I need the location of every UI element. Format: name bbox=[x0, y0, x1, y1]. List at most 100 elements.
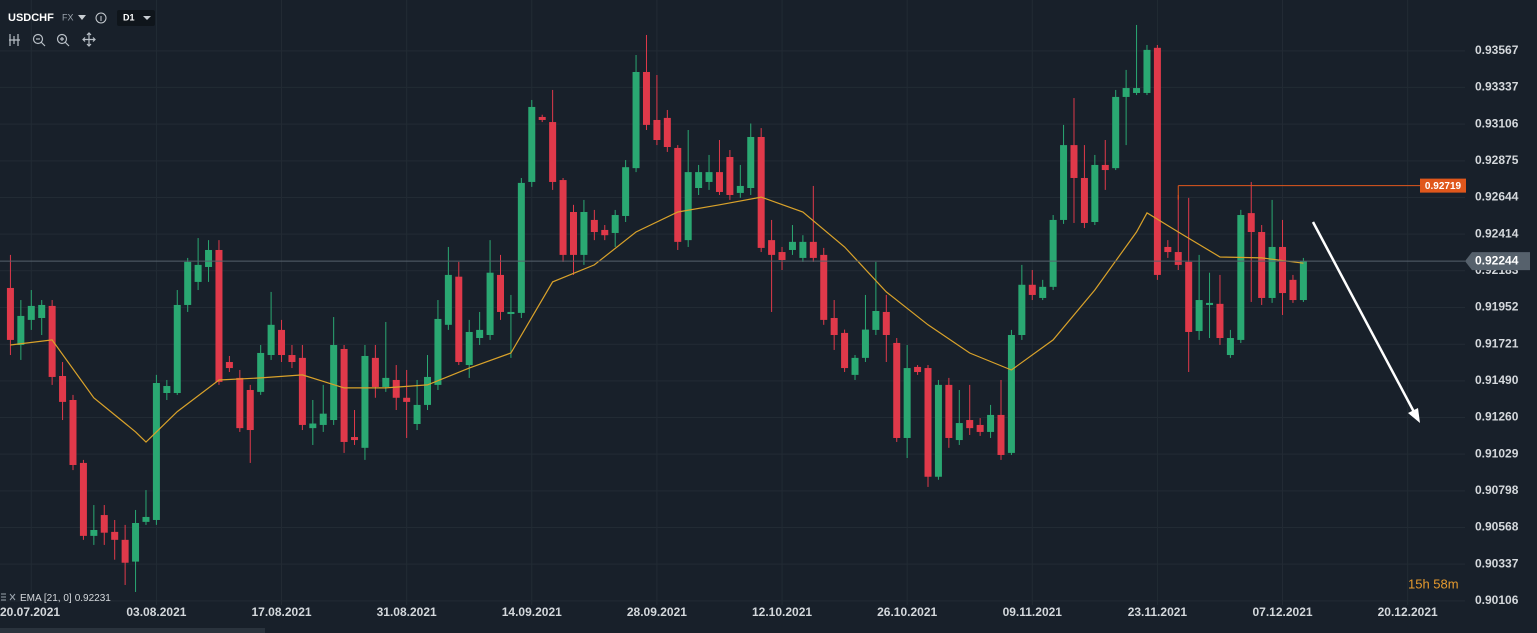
dropdown-icon[interactable] bbox=[78, 15, 86, 20]
candle-body bbox=[778, 252, 786, 260]
y-tick-label: 0.91721 bbox=[1475, 336, 1519, 350]
candle-body bbox=[809, 241, 817, 258]
candle-body bbox=[79, 462, 87, 536]
candle-body bbox=[705, 172, 713, 182]
candle-body bbox=[1195, 300, 1203, 332]
candle-body bbox=[476, 329, 484, 339]
candle-body bbox=[1039, 286, 1047, 298]
x-tick-label: 20.07.2021 bbox=[0, 605, 60, 619]
candle-body bbox=[1299, 261, 1307, 301]
candle-body bbox=[194, 264, 202, 282]
market: FX bbox=[62, 12, 74, 22]
scrollbar[interactable] bbox=[0, 628, 265, 633]
candle-body bbox=[403, 397, 411, 402]
candle-body bbox=[1018, 284, 1026, 335]
y-tick-label: 0.91260 bbox=[1475, 410, 1519, 424]
trend-arrow bbox=[1311, 221, 1416, 413]
candle-body bbox=[1007, 334, 1015, 453]
candle-body bbox=[757, 136, 765, 248]
candle-body bbox=[684, 172, 692, 241]
candle-body bbox=[538, 116, 546, 120]
candle-body bbox=[528, 106, 536, 182]
candle-body bbox=[622, 167, 630, 216]
candle-body bbox=[1237, 215, 1245, 340]
candle-body bbox=[934, 384, 942, 477]
candle-body bbox=[455, 276, 463, 363]
candle-body bbox=[569, 211, 577, 255]
dropdown-icon[interactable] bbox=[143, 16, 151, 20]
candle-body bbox=[830, 317, 838, 335]
candle-body bbox=[1070, 145, 1078, 178]
last-price-box bbox=[1465, 252, 1530, 271]
symbol[interactable]: USDCHF bbox=[8, 12, 54, 24]
x-tick-label: 14.09.2021 bbox=[502, 605, 562, 619]
candle-body bbox=[1289, 279, 1297, 301]
candle-body bbox=[872, 311, 880, 330]
candle-body bbox=[861, 329, 869, 358]
tool-icons[interactable] bbox=[9, 32, 96, 47]
candle-body bbox=[611, 215, 619, 233]
candle-body bbox=[1028, 284, 1036, 295]
candle-body bbox=[319, 413, 327, 425]
candle-body bbox=[903, 368, 911, 438]
candle-body bbox=[715, 172, 723, 192]
candle-body bbox=[1122, 88, 1130, 97]
x-tick-label: 20.12.2021 bbox=[1378, 605, 1438, 619]
x-tick-label: 17.08.2021 bbox=[251, 605, 311, 619]
level-label: 0.92719 bbox=[1425, 181, 1462, 192]
candle-body bbox=[549, 122, 557, 182]
candle-body bbox=[955, 423, 963, 441]
candle-body bbox=[111, 531, 119, 540]
candle-body bbox=[632, 71, 640, 169]
candle-body bbox=[893, 342, 901, 438]
candle-body bbox=[997, 414, 1005, 455]
candle-body bbox=[351, 437, 359, 441]
candle-body bbox=[27, 305, 35, 320]
y-tick-label: 0.93567 bbox=[1475, 43, 1519, 57]
timeframe[interactable]: D1 bbox=[123, 12, 135, 22]
candle-body bbox=[6, 287, 14, 340]
candle-body bbox=[736, 185, 744, 193]
y-tick-label: 0.92875 bbox=[1475, 153, 1519, 167]
candle-body bbox=[924, 368, 932, 477]
y-tick-label: 0.93337 bbox=[1475, 80, 1519, 94]
candle-body bbox=[205, 249, 213, 267]
x-tick-label: 07.12.2021 bbox=[1252, 605, 1312, 619]
candle-body bbox=[100, 515, 108, 533]
candle-body bbox=[1174, 252, 1182, 265]
legend-icons[interactable] bbox=[1, 593, 16, 601]
candle-body bbox=[1258, 232, 1266, 298]
candle-body bbox=[1049, 219, 1057, 287]
candle-body bbox=[340, 348, 348, 442]
timeframe-box[interactable] bbox=[117, 10, 155, 26]
candle-body bbox=[768, 240, 776, 255]
candle-body bbox=[1268, 246, 1276, 298]
candle-body bbox=[559, 180, 567, 255]
candle-body bbox=[288, 355, 296, 363]
candle-body bbox=[580, 211, 588, 255]
candle-body bbox=[142, 516, 150, 522]
candle-body bbox=[121, 539, 129, 563]
x-tick-label: 28.09.2021 bbox=[627, 605, 687, 619]
candle-body bbox=[278, 329, 286, 356]
y-tick-label: 0.92414 bbox=[1475, 226, 1519, 240]
y-tick-label: 0.90568 bbox=[1475, 520, 1519, 534]
candle-body bbox=[382, 377, 390, 387]
info-icon[interactable] bbox=[95, 12, 107, 24]
y-tick-label: 0.90106 bbox=[1475, 593, 1519, 607]
candle-body bbox=[444, 274, 452, 325]
candle-body bbox=[90, 529, 98, 536]
grid bbox=[0, 0, 1465, 605]
candle-body bbox=[298, 357, 306, 425]
candle-body bbox=[507, 311, 515, 315]
candle-body bbox=[424, 376, 432, 405]
x-tick-label: 09.11.2021 bbox=[1003, 605, 1063, 619]
candle-body bbox=[788, 241, 796, 250]
candle-body bbox=[1185, 261, 1193, 332]
candle-body bbox=[48, 305, 56, 377]
candle-body bbox=[132, 522, 140, 562]
candle-timer: 15h 58m bbox=[1408, 576, 1459, 591]
candle-body bbox=[163, 386, 171, 394]
candle-body bbox=[601, 229, 609, 236]
